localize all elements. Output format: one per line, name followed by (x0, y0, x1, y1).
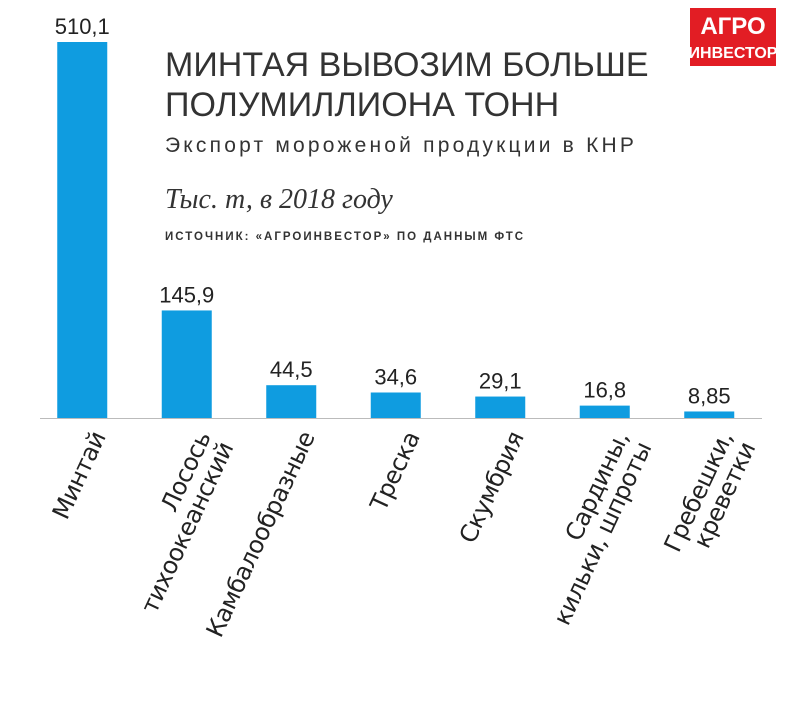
bar (161, 310, 212, 418)
page: АГРО ИНВЕСТОР МИНТАЯ ВЫВОЗИМ БОЛЬШЕ ПОЛУ… (40, 8, 778, 642)
bar (579, 405, 630, 418)
bar (266, 385, 317, 418)
logo-text: ИНВЕСТОР (689, 45, 778, 62)
logo-box (690, 8, 776, 66)
value-label: 34,6 (374, 364, 417, 389)
chart-subtitle: Экспорт мороженой продукции в КНР (165, 134, 637, 157)
bar (370, 392, 421, 418)
bar (475, 396, 526, 418)
logo-text: АГРО (700, 13, 765, 40)
value-label: 8,85 (688, 383, 731, 408)
bar (57, 42, 108, 418)
value-label: 16,8 (583, 378, 626, 403)
value-label: 145,9 (159, 282, 214, 307)
value-label: 29,1 (479, 369, 522, 394)
value-label: 44,5 (270, 357, 313, 382)
value-label: 510,1 (55, 14, 110, 39)
chart: АГРО ИНВЕСТОР МИНТАЯ ВЫВОЗИМ БОЛЬШЕ ПОЛУ… (40, 8, 778, 419)
chart-title: МИНТАЯ ВЫВОЗИМ БОЛЬШЕ (165, 46, 649, 84)
source-note: ИСТОЧНИК: «АГРОИНВЕСТОР» ПО ДАННЫМ ФТС (165, 231, 525, 243)
chart-title: ПОЛУМИЛЛИОНА ТОНН (165, 86, 559, 124)
units-note: Тыс. т, в 2018 году (165, 184, 393, 215)
bar (684, 411, 735, 418)
